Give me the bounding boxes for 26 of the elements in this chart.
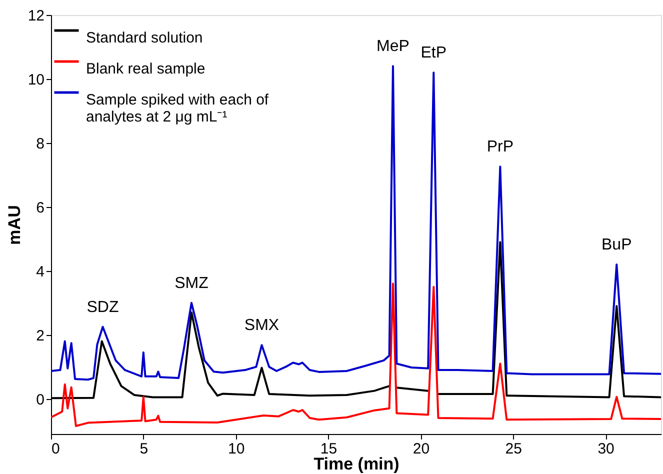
x-tick-label: 20 (412, 440, 430, 458)
x-tick-label: 30 (598, 440, 614, 458)
x-tick-label: 15 (320, 440, 338, 458)
annotation: SDZ (86, 298, 119, 316)
legend-label: Standard solution (86, 30, 203, 46)
x-tick-label: 10 (228, 440, 245, 458)
x-axis-title: Time (min) (314, 454, 400, 474)
x-tick-label: 5 (140, 440, 148, 458)
legend-label: Blank real sample (86, 60, 206, 78)
annotation: EtP (420, 44, 447, 62)
y-tick-label: 12 (28, 8, 44, 24)
x-tick-label: 0 (52, 440, 60, 458)
y-tick-label: 6 (36, 199, 44, 216)
annotation: BuP (602, 236, 632, 254)
annotation: MeP (376, 38, 410, 56)
y-tick-label: 10 (28, 71, 44, 88)
y-tick-label: 2 (36, 327, 44, 344)
legend-label: Sample spiked with each of analytes at 2 μg mL⁻¹ (86, 92, 270, 126)
annotation: PrP (486, 138, 514, 156)
y-axis-title: mAU (4, 205, 24, 245)
y-tick-label: 0 (36, 391, 44, 408)
y-tick-label: 8 (36, 135, 44, 152)
y-tick-label: 4 (36, 263, 44, 280)
x-tick-label: 25 (505, 440, 522, 458)
annotation: SMX (244, 317, 280, 334)
annotation: SMZ (174, 274, 209, 292)
